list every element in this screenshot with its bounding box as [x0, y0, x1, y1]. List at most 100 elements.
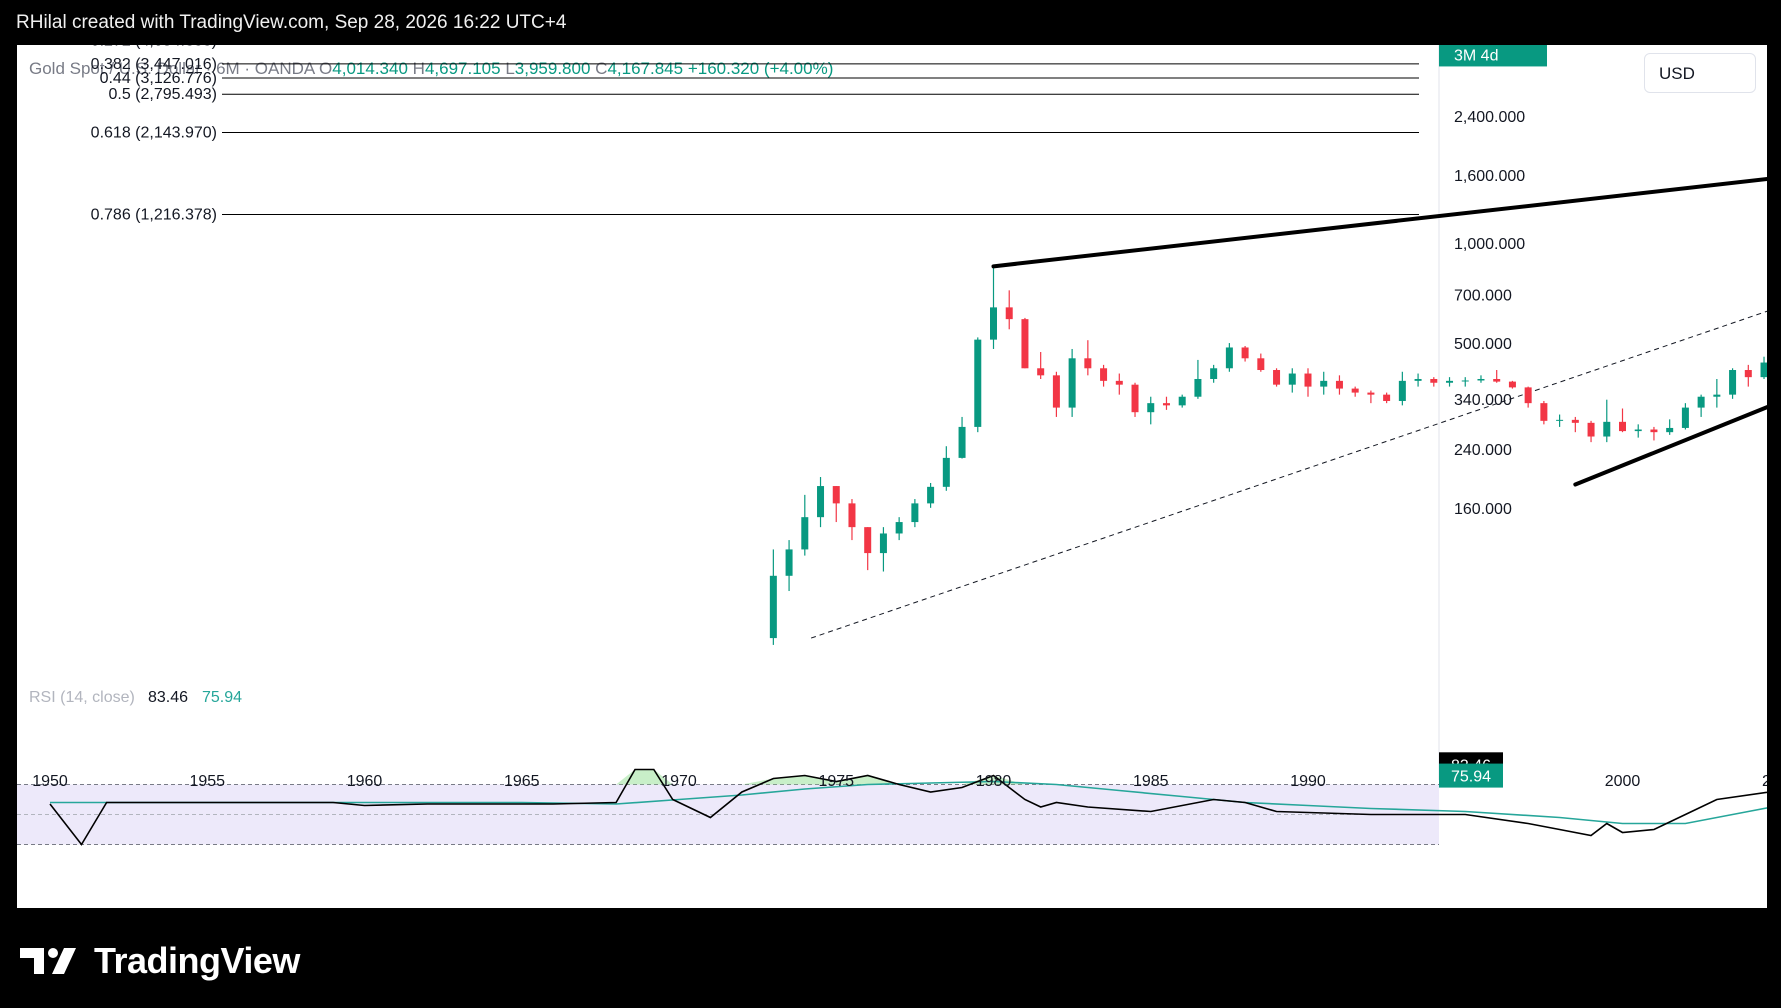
- candle: [1603, 421, 1611, 437]
- candle: [864, 527, 872, 554]
- fib-level-label: 0.5 (2,795.493): [108, 86, 217, 103]
- candle: [1461, 380, 1469, 382]
- time-axis-label: 2000: [1605, 773, 1641, 790]
- price-axis-label: 1,000.000: [1454, 236, 1525, 253]
- price-chart[interactable]: 0.236 (4,253.138)0.272 (4,054.388)0.382 …: [17, 45, 1767, 908]
- candle: [1131, 384, 1139, 413]
- price-axis-label: 1,600.000: [1454, 168, 1525, 185]
- candle: [1304, 373, 1312, 387]
- candle: [1744, 370, 1752, 378]
- time-axis-label: 1975: [818, 773, 854, 790]
- candle: [1414, 378, 1422, 381]
- candle: [879, 533, 887, 554]
- candle: [1524, 387, 1532, 404]
- time-axis-label: 1950: [32, 773, 68, 790]
- candle: [1194, 378, 1202, 397]
- candle: [1084, 358, 1092, 369]
- candle: [1477, 378, 1485, 381]
- candle: [1335, 380, 1343, 389]
- time-axis-label: 2005: [1762, 773, 1767, 790]
- candle: [1729, 370, 1737, 395]
- candle: [1398, 380, 1406, 401]
- candle: [1587, 422, 1595, 437]
- candle: [1493, 378, 1501, 382]
- time-axis-label: 1990: [1290, 773, 1326, 790]
- rsi-legend-ma: 75.94: [202, 689, 242, 706]
- attribution-header: RHilal created with TradingView.com, Sep…: [16, 12, 567, 33]
- time-axis-label: 1955: [189, 773, 225, 790]
- tradingview-logo-icon: [20, 948, 76, 974]
- candle: [1508, 381, 1516, 388]
- rsi-ma-badge: [1439, 763, 1503, 788]
- tradingview-logo: TradingView: [20, 940, 300, 982]
- candle: [895, 522, 903, 534]
- candle: [785, 549, 793, 576]
- rsi-line: [49, 768, 1767, 846]
- rsi-ma-badge-text: 75.94: [1451, 769, 1491, 786]
- candle: [1241, 347, 1249, 359]
- candle: [942, 457, 950, 487]
- candle: [801, 517, 809, 550]
- last-price-value: 4,167.845: [1454, 45, 1530, 46]
- tradingview-brand: TradingView: [94, 940, 300, 981]
- candle: [1351, 388, 1359, 393]
- rsi-legend-value: 83.46: [148, 689, 188, 706]
- fib-level-label: 0.44 (3,126.776): [100, 70, 217, 87]
- fib-level-label: 0.618 (2,143.970): [91, 125, 217, 142]
- candle: [1273, 370, 1281, 385]
- candle: [1005, 307, 1013, 320]
- low-label: L: [505, 59, 515, 78]
- candle: [1162, 403, 1170, 406]
- candle: [1021, 319, 1029, 369]
- price-axis-label: 340.000: [1454, 392, 1512, 409]
- candle: [1446, 380, 1454, 383]
- candle: [1225, 347, 1233, 369]
- candle: [990, 307, 997, 340]
- candle: [1430, 378, 1438, 383]
- candle: [1115, 380, 1123, 385]
- fib-level-label: 0.382 (3,447.016): [91, 56, 217, 73]
- candle: [1068, 358, 1076, 408]
- candle: [1713, 394, 1721, 397]
- time-axis-label: 1960: [347, 773, 383, 790]
- candle: [1257, 358, 1265, 371]
- candle: [1619, 421, 1626, 432]
- candle: [848, 503, 856, 528]
- candle: [1556, 419, 1564, 421]
- fib-level-label: 0.786 (1,216.378): [91, 207, 217, 224]
- candle: [1147, 403, 1155, 413]
- candle: [1383, 394, 1391, 401]
- support-trend-line: [1573, 405, 1767, 487]
- time-axis-label: 1985: [1133, 773, 1169, 790]
- dashed-trend-line: [810, 310, 1767, 639]
- candle: [974, 339, 982, 427]
- candle: [1650, 429, 1658, 433]
- last-price-badge: [1439, 45, 1547, 67]
- time-axis-label: 1980: [976, 773, 1012, 790]
- candle: [927, 486, 935, 504]
- candle: [832, 486, 840, 504]
- rsi-ma-line: [50, 780, 1767, 825]
- candle: [1760, 362, 1767, 378]
- price-axis-label: 160.000: [1454, 501, 1512, 518]
- candle: [1178, 396, 1186, 406]
- currency-selector[interactable]: USD: [1644, 53, 1756, 93]
- candle: [1697, 396, 1705, 408]
- candle: [1571, 419, 1579, 423]
- price-axis-label: 2,400.000: [1454, 109, 1525, 126]
- price-axis-label: 240.000: [1454, 442, 1512, 459]
- candle: [817, 486, 825, 518]
- price-axis-label: 700.000: [1454, 287, 1512, 304]
- candle: [1634, 429, 1642, 432]
- chart-panel[interactable]: Gold Spot / U.S. Dollar · 6M · OANDA O4,…: [17, 45, 1767, 908]
- resistance-trend-line: [991, 177, 1767, 269]
- candle: [1666, 427, 1674, 433]
- candle: [1681, 407, 1689, 428]
- candle: [1210, 368, 1218, 379]
- candle: [769, 575, 777, 639]
- candle: [1100, 368, 1108, 381]
- time-axis-label: 1965: [504, 773, 540, 790]
- candle: [1037, 368, 1045, 376]
- bar-countdown: 3M 4d: [1454, 47, 1498, 64]
- candle: [1288, 373, 1296, 385]
